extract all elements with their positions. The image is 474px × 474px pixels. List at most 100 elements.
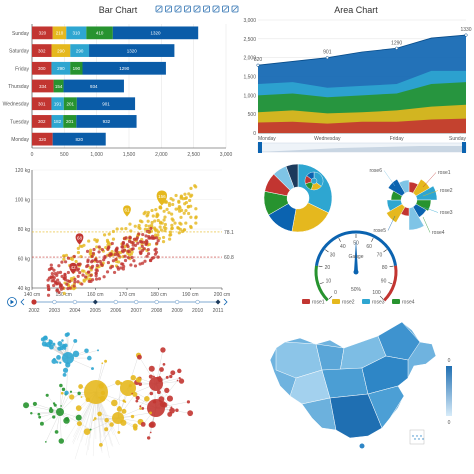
timeline-point[interactable] — [52, 299, 57, 305]
zoom-icon[interactable] — [212, 5, 220, 13]
scatter-point-female — [128, 236, 132, 240]
area-y-tick: 0 — [253, 131, 256, 137]
scatter-point-female — [107, 253, 111, 257]
bar-segment — [52, 132, 106, 146]
scatter-point-male — [182, 228, 186, 232]
map-island — [359, 443, 365, 449]
bar-icon[interactable] — [165, 5, 172, 13]
scatter-point-male — [178, 221, 182, 225]
tiled-icon[interactable] — [184, 5, 191, 13]
rose-label-line — [387, 215, 396, 231]
zoom-reset-icon[interactable] — [222, 5, 229, 13]
scatter-point-male — [189, 186, 193, 190]
zoom-reset-icon-stroke — [223, 6, 228, 12]
timeline-point[interactable] — [72, 299, 77, 305]
area-point — [464, 33, 468, 37]
graph-node — [158, 376, 162, 379]
toolbox[interactable] — [155, 5, 239, 13]
bar-x-tick: 1,000 — [90, 152, 103, 158]
scatter-point-male — [174, 207, 178, 211]
rose-label-line — [422, 206, 439, 213]
graph-node — [167, 411, 173, 417]
pie-donut — [263, 163, 333, 233]
graph-node — [98, 383, 104, 389]
timeline-prev-icon[interactable] — [20, 298, 25, 306]
graph-node — [45, 393, 49, 397]
scatter-mark-pin — [156, 190, 168, 206]
refresh-icon[interactable] — [193, 5, 201, 13]
legend-bottom[interactable]: rose1 rose2 rose3 rose4 — [302, 299, 415, 306]
stack-icon-stroke — [175, 6, 181, 12]
scatter-point-female — [50, 266, 54, 270]
graph-node — [49, 406, 53, 410]
datazoom-handle-right[interactable] — [462, 142, 466, 153]
timeline-point[interactable] — [113, 299, 118, 305]
timeline-special-point[interactable] — [92, 299, 98, 305]
bar-segment — [82, 61, 166, 75]
scatter-point-female — [138, 239, 143, 244]
scatter-point-male — [177, 199, 181, 203]
graph-node — [56, 408, 64, 416]
save-icon[interactable] — [231, 5, 239, 13]
timeline-special-point[interactable] — [215, 299, 221, 305]
scatter-point-female — [106, 260, 111, 265]
graph-node — [135, 399, 139, 403]
scatter-point-female — [57, 290, 61, 294]
legend-swatch[interactable] — [302, 299, 310, 304]
stack-icon[interactable] — [174, 5, 182, 13]
bar-x-tick: 0 — [31, 152, 34, 158]
scatter-point-male — [178, 206, 182, 210]
timeline-current[interactable] — [31, 299, 37, 305]
scatter-point-male — [159, 228, 164, 232]
datazoom-handle-left[interactable] — [258, 142, 262, 153]
area-point — [325, 56, 329, 60]
graph-node — [23, 402, 30, 409]
scatter-point-male — [147, 224, 151, 228]
gauge-tick — [318, 265, 323, 267]
scatter-point-female — [95, 269, 99, 273]
bar-chart-title: Bar Chart — [99, 5, 138, 15]
restore-icon[interactable] — [203, 5, 210, 13]
legend-swatch[interactable] — [332, 299, 340, 304]
scatter-point-female — [145, 240, 149, 244]
scatter-points: 78.1 60.8 156 61 68 42 — [32, 184, 234, 297]
area-y-tick: 1,000 — [243, 93, 256, 99]
graph-node — [92, 419, 95, 421]
bar-x-tick: 3,000 — [220, 152, 233, 158]
timeline-point[interactable] — [134, 299, 139, 305]
scatter-point-female — [156, 239, 160, 243]
scatter-timeline[interactable]: 2002 2003 2004 2005 2006 2007 2008 2009 2010 2011 — [7, 297, 228, 315]
bar-data-label: 320 — [39, 137, 47, 142]
timeline-point[interactable] — [195, 299, 200, 305]
scatter-point-male — [189, 194, 193, 198]
line-icon[interactable] — [155, 5, 163, 13]
scatter-point-female — [53, 281, 57, 285]
scatter-point-male — [154, 233, 158, 237]
map-inset-island — [416, 435, 418, 437]
bar-segment — [89, 44, 175, 57]
scatter-x-tick: 150 cm — [55, 292, 71, 298]
restore-icon-shape — [203, 5, 210, 13]
gauge-band — [315, 230, 397, 266]
graph-node — [138, 382, 143, 386]
scatter-point-male — [124, 227, 128, 231]
gauge-tick — [379, 295, 384, 300]
scatter-point-male — [161, 235, 166, 240]
bar-data-label: 901 — [102, 102, 110, 107]
timeline-next-icon[interactable] — [223, 298, 228, 306]
visualmap-bar[interactable] — [446, 366, 452, 416]
graph-node — [61, 387, 66, 392]
graph-node — [177, 368, 182, 374]
scatter-point-male — [184, 221, 188, 225]
timeline-point[interactable] — [154, 299, 159, 305]
legend-swatch[interactable] — [362, 299, 370, 304]
graph-node — [49, 344, 54, 350]
scatter-point-male — [158, 205, 162, 209]
bar-data-label: 334 — [39, 84, 47, 89]
legend-swatch[interactable] — [392, 299, 400, 304]
scatter-mark-pin — [69, 262, 78, 275]
area-datazoom[interactable] — [257, 142, 467, 153]
timeline-point[interactable] — [175, 299, 180, 305]
